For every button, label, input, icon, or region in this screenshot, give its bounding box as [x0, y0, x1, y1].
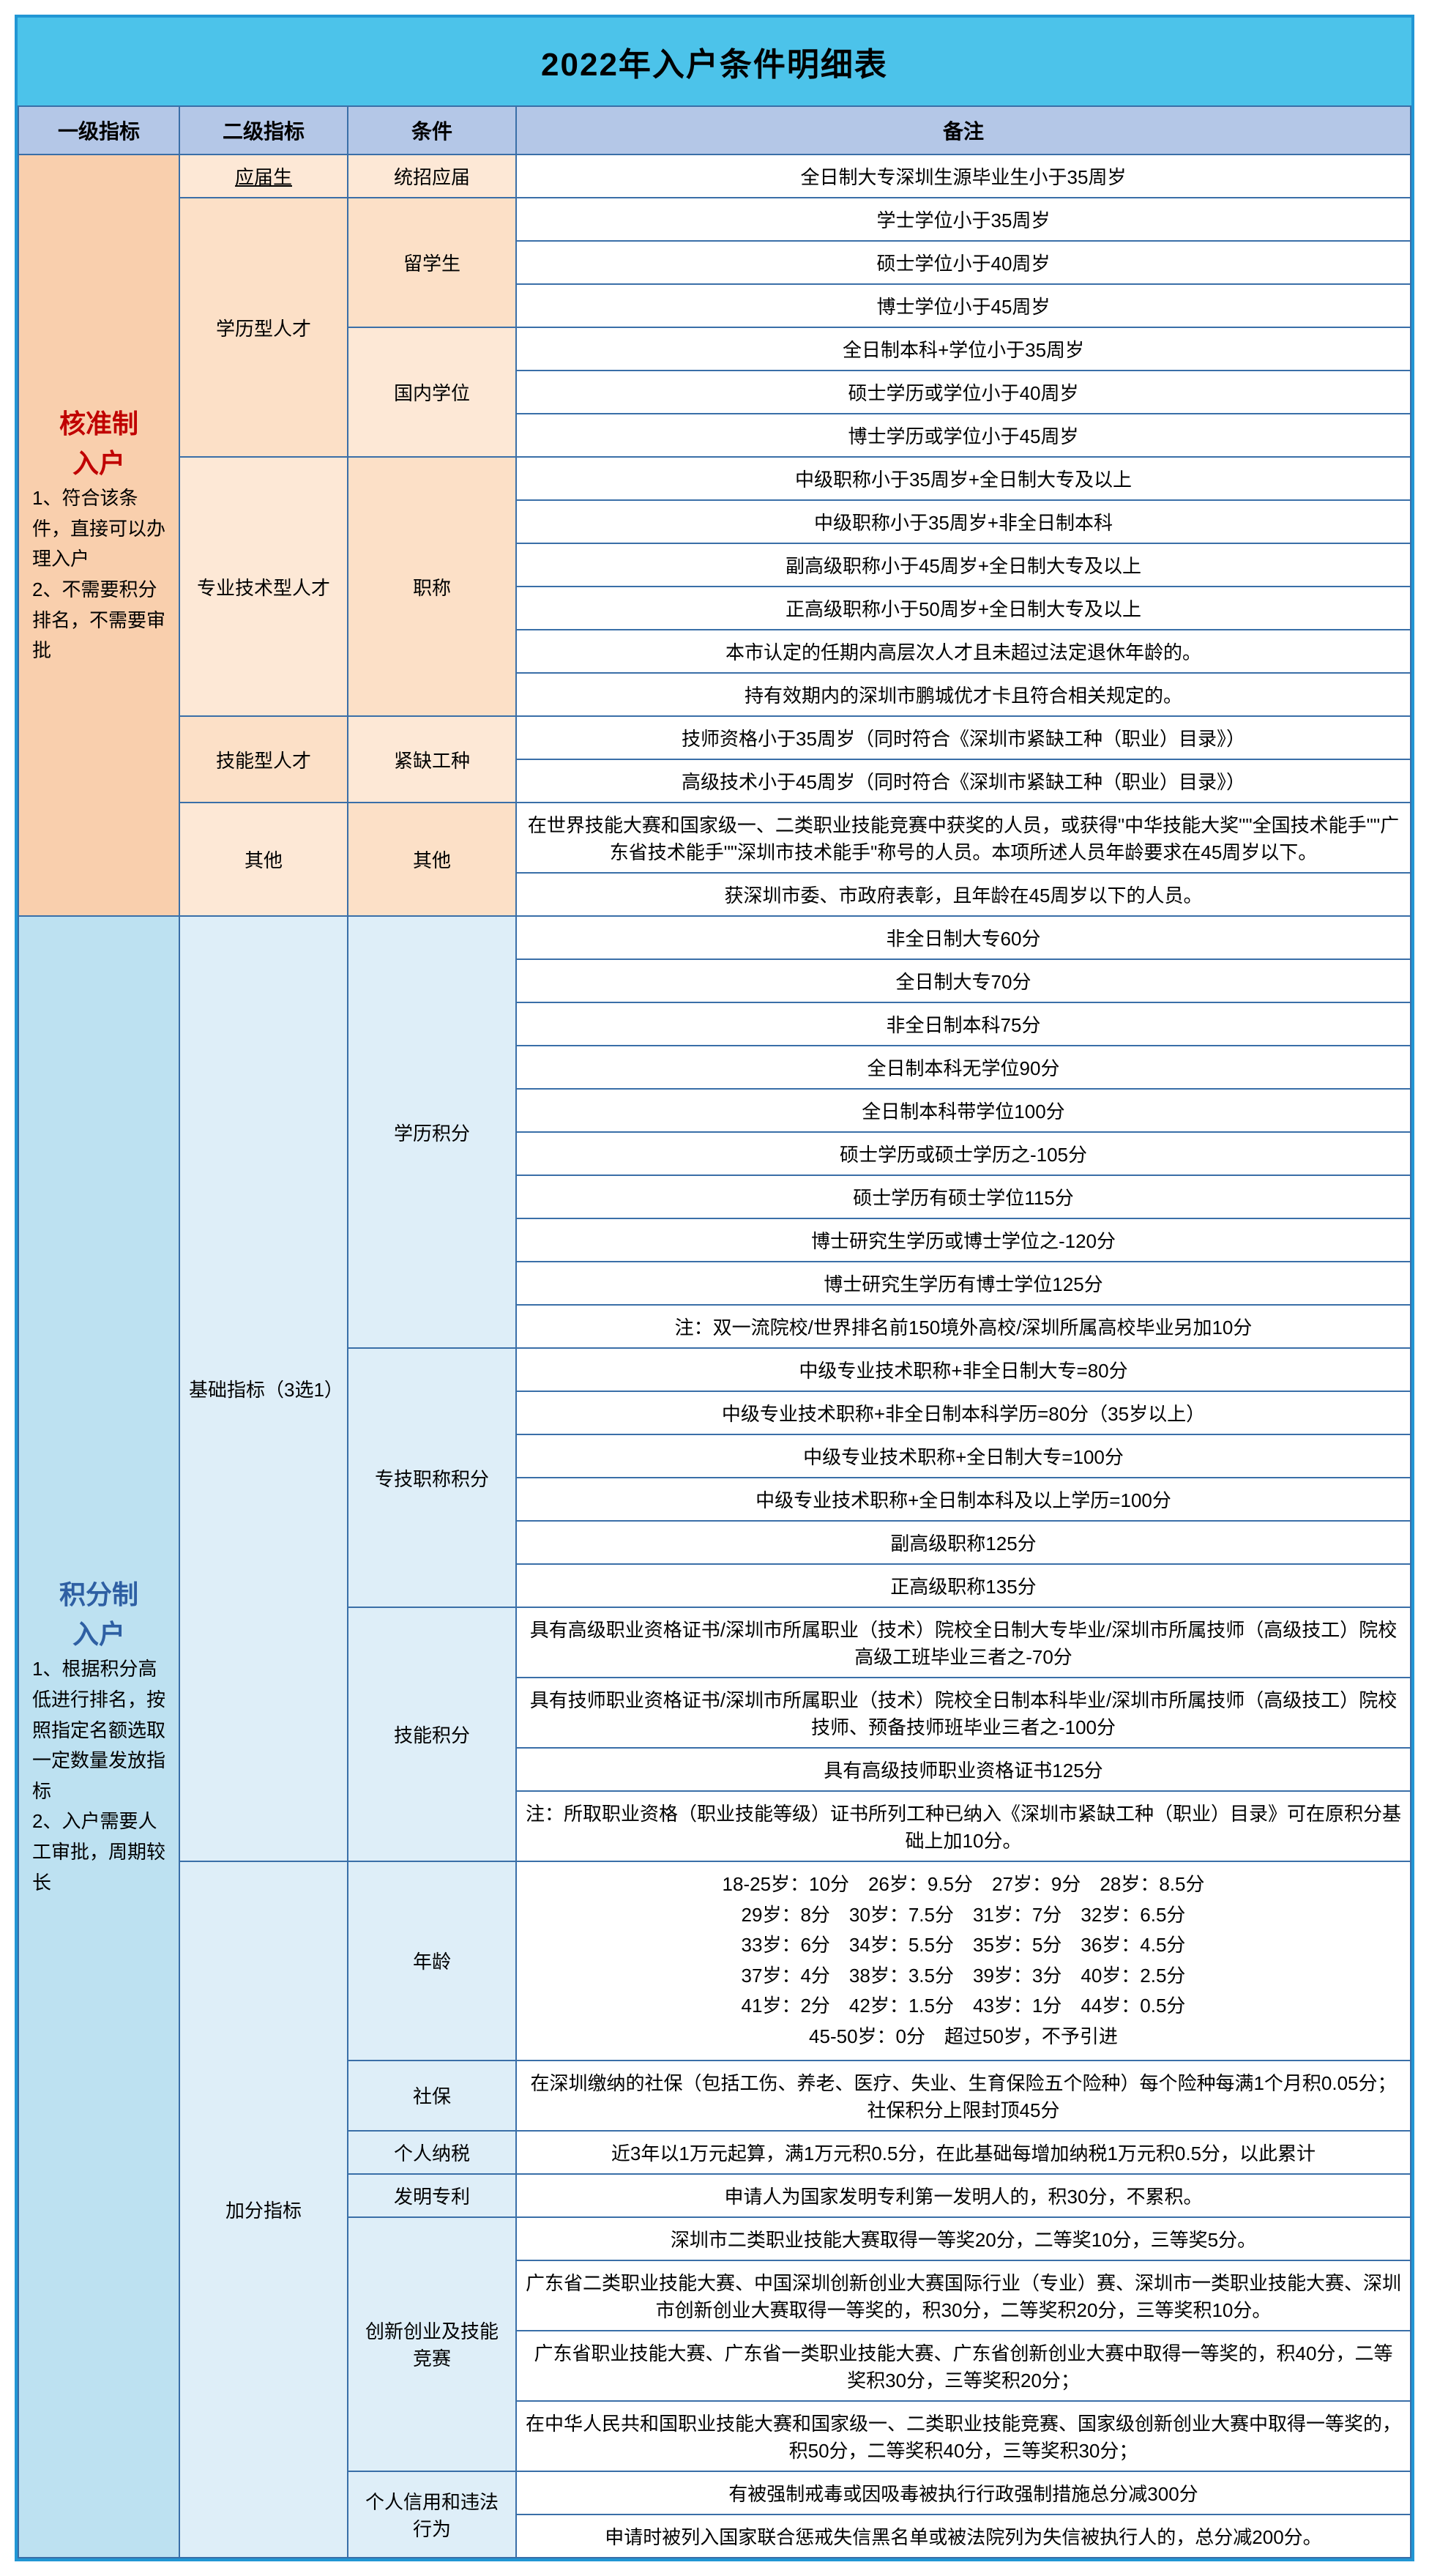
table-cell: 非全日制本科75分 [516, 1002, 1411, 1046]
table-cell: 副高级职称125分 [516, 1521, 1411, 1564]
table-cell: 硕士学历有硕士学位115分 [516, 1175, 1411, 1218]
table-cell: 全日制本科带学位100分 [516, 1089, 1411, 1132]
table-cell: 在世界技能大赛和国家级一、二类职业技能竞赛中获奖的人员，或获得"中华技能大奖""… [516, 803, 1411, 873]
table-row: 学历型人才留学生学士学位小于35周岁 [18, 198, 1411, 241]
table-cell: 其他 [348, 803, 516, 916]
header-row: 一级指标 二级指标 条件 备注 [18, 106, 1411, 155]
table-cell: 具有高级职业资格证书/深圳市所属职业（技术）院校全日制大专毕业/深圳市所属技师（… [516, 1607, 1411, 1678]
document-frame: 2022年入户条件明细表 一级指标 二级指标 条件 备注 核准制入户1、符合该条… [15, 15, 1414, 2561]
table-cell: 社保 [348, 2061, 516, 2131]
header-l2: 二级指标 [179, 106, 348, 155]
table-cell: 学士学位小于35周岁 [516, 198, 1411, 241]
table-cell: 深圳市二类职业技能大赛取得一等奖20分，二等奖10分，三等奖5分。 [516, 2217, 1411, 2260]
table-row: 核准制入户1、符合该条件，直接可以办理入户2、不需要积分排名，不需要审批应届生统… [18, 155, 1411, 198]
table-cell: 全日制大专深圳生源毕业生小于35周岁 [516, 155, 1411, 198]
table-cell: 正高级职称135分 [516, 1564, 1411, 1607]
table-row: 加分指标年龄18-25岁：10分 26岁：9.5分 27岁：9分 28岁：8.5… [18, 1861, 1411, 2061]
table-cell: 中级专业技术职称+非全日制本科学历=80分（35岁以上） [516, 1391, 1411, 1434]
table-cell: 发明专利 [348, 2174, 516, 2217]
table-cell: 专技职称积分 [348, 1348, 516, 1607]
table-cell: 统招应届 [348, 155, 516, 198]
table-cell: 18-25岁：10分 26岁：9.5分 27岁：9分 28岁：8.5分29岁：8… [516, 1861, 1411, 2061]
table-cell: 在深圳缴纳的社保（包括工伤、养老、医疗、失业、生育保险五个险种）每个险种每满1个… [516, 2061, 1411, 2131]
table-cell: 副高级职称小于45周岁+全日制大专及以上 [516, 543, 1411, 587]
table-cell: 全日制本科+学位小于35周岁 [516, 327, 1411, 371]
table-cell: 广东省职业技能大赛、广东省一类职业技能大赛、广东省创新创业大赛中取得一等奖的，积… [516, 2331, 1411, 2401]
table-cell: 其他 [179, 803, 348, 916]
detail-table: 一级指标 二级指标 条件 备注 核准制入户1、符合该条件，直接可以办理入户2、不… [18, 105, 1411, 2558]
table-cell: 硕士学历或学位小于40周岁 [516, 371, 1411, 414]
table-cell: 全日制本科无学位90分 [516, 1046, 1411, 1089]
table-row: 专业技术型人才职称中级职称小于35周岁+全日制大专及以上 [18, 457, 1411, 500]
table-cell: 年龄 [348, 1861, 516, 2061]
table-cell: 申请人为国家发明专利第一发明人的，积30分，不累积。 [516, 2174, 1411, 2217]
table-cell: 高级技术小于45周岁（同时符合《深圳市紧缺工种（职业）目录》） [516, 759, 1411, 803]
table-cell: 获深圳市委、市政府表彰，且年龄在45周岁以下的人员。 [516, 873, 1411, 916]
table-row: 积分制入户1、根据积分高低进行排名，按照指定名额选取一定数量发放指标2、入户需要… [18, 916, 1411, 959]
table-cell: 非全日制大专60分 [516, 916, 1411, 959]
table-cell: 本市认定的任期内高层次人才且未超过法定退休年龄的。 [516, 630, 1411, 673]
table-cell: 近3年以1万元起算，满1万元积0.5分，在此基础每增加纳税1万元积0.5分，以此… [516, 2131, 1411, 2174]
table-cell: 中级职称小于35周岁+全日制大专及以上 [516, 457, 1411, 500]
table-cell: 博士研究生学历有博士学位125分 [516, 1262, 1411, 1305]
table-cell: 国内学位 [348, 327, 516, 457]
table-cell: 中级职称小于35周岁+非全日制本科 [516, 500, 1411, 543]
table-cell: 学历型人才 [179, 198, 348, 457]
table-cell: 硕士学位小于40周岁 [516, 241, 1411, 284]
header-l1: 一级指标 [18, 106, 179, 155]
table-cell: 技能型人才 [179, 716, 348, 803]
section-l1-cell: 积分制入户1、根据积分高低进行排名，按照指定名额选取一定数量发放指标2、入户需要… [18, 916, 179, 2558]
header-remark: 备注 [516, 106, 1411, 155]
table-cell: 技能积分 [348, 1607, 516, 1861]
table-cell: 硕士学历或硕士学历之-105分 [516, 1132, 1411, 1175]
table-cell: 职称 [348, 457, 516, 716]
table-cell: 正高级职称小于50周岁+全日制大专及以上 [516, 587, 1411, 630]
table-cell: 有被强制戒毒或因吸毒被执行行政强制措施总分减300分 [516, 2471, 1411, 2514]
table-cell: 中级专业技术职称+全日制本科及以上学历=100分 [516, 1478, 1411, 1521]
table-row: 技能型人才紧缺工种技师资格小于35周岁（同时符合《深圳市紧缺工种（职业）目录》） [18, 716, 1411, 759]
section-title: 积分制入户 [28, 1575, 170, 1654]
section-desc: 1、符合该条件，直接可以办理入户2、不需要积分排名，不需要审批 [28, 483, 170, 666]
table-cell: 在中华人民共和国职业技能大赛和国家级一、二类职业技能竞赛、国家级创新创业大赛中取… [516, 2401, 1411, 2471]
table-cell: 个人纳税 [348, 2131, 516, 2174]
page-title: 2022年入户条件明细表 [18, 18, 1411, 105]
table-cell: 注：所取职业资格（职业技能等级）证书所列工种已纳入《深圳市紧缺工种（职业）目录》… [516, 1791, 1411, 1861]
table-cell: 持有效期内的深圳市鹏城优才卡且符合相关规定的。 [516, 673, 1411, 716]
table-cell: 广东省二类职业技能大赛、中国深圳创新创业大赛国际行业（专业）赛、深圳市一类职业技… [516, 2260, 1411, 2331]
table-cell: 博士学位小于45周岁 [516, 284, 1411, 327]
table-cell: 加分指标 [179, 1861, 348, 2558]
table-cell: 专业技术型人才 [179, 457, 348, 716]
section-l1-cell: 核准制入户1、符合该条件，直接可以办理入户2、不需要积分排名，不需要审批 [18, 155, 179, 916]
table-cell: 学历积分 [348, 916, 516, 1348]
table-cell: 留学生 [348, 198, 516, 327]
header-condition: 条件 [348, 106, 516, 155]
table-cell: 紧缺工种 [348, 716, 516, 803]
table-cell: 中级专业技术职称+非全日制大专=80分 [516, 1348, 1411, 1391]
table-cell: 基础指标（3选1） [179, 916, 348, 1861]
table-cell: 技师资格小于35周岁（同时符合《深圳市紧缺工种（职业）目录》） [516, 716, 1411, 759]
table-cell: 应届生 [179, 155, 348, 198]
table-cell: 博士研究生学历或博士学位之-120分 [516, 1218, 1411, 1262]
table-cell: 注：双一流院校/世界排名前150境外高校/深圳所属高校毕业另加10分 [516, 1305, 1411, 1348]
table-cell: 博士学历或学位小于45周岁 [516, 414, 1411, 457]
table-cell: 具有技师职业资格证书/深圳市所属职业（技术）院校全日制本科毕业/深圳市所属技师（… [516, 1678, 1411, 1748]
table-row: 其他其他在世界技能大赛和国家级一、二类职业技能竞赛中获奖的人员，或获得"中华技能… [18, 803, 1411, 873]
table-cell: 创新创业及技能竞赛 [348, 2217, 516, 2471]
table-cell: 申请时被列入国家联合惩戒失信黑名单或被法院列为失信被执行人的，总分减200分。 [516, 2514, 1411, 2558]
table-cell: 具有高级技师职业资格证书125分 [516, 1748, 1411, 1791]
section-desc: 1、根据积分高低进行排名，按照指定名额选取一定数量发放指标2、入户需要人工审批，… [28, 1654, 170, 1898]
table-cell: 个人信用和违法行为 [348, 2471, 516, 2558]
table-cell: 中级专业技术职称+全日制大专=100分 [516, 1434, 1411, 1478]
section-title: 核准制入户 [28, 404, 170, 483]
table-cell: 全日制大专70分 [516, 959, 1411, 1002]
